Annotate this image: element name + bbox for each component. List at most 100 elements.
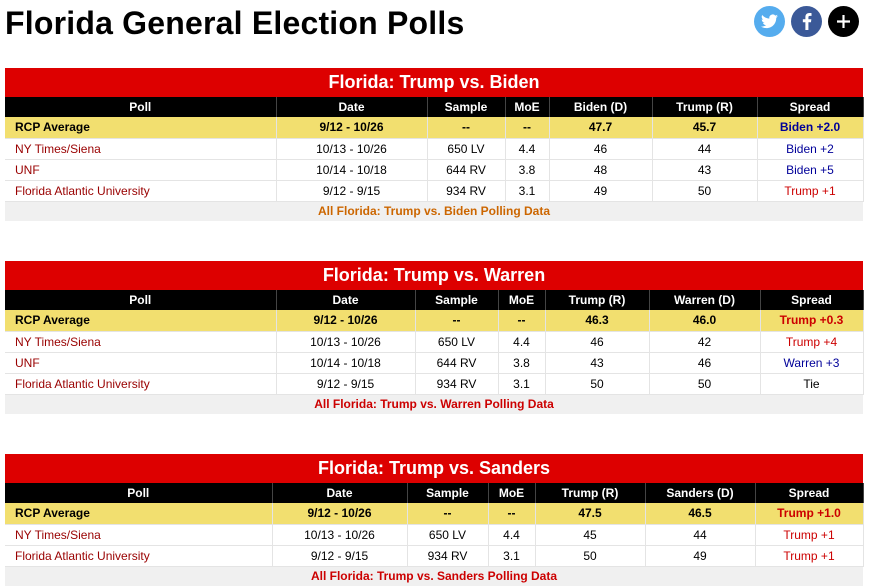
table-row: Florida Atlantic University 9/12 - 9/15 … — [5, 545, 864, 567]
facebook-share-button[interactable] — [791, 6, 822, 37]
poll-name-link[interactable]: NY Times/Siena — [5, 331, 277, 353]
poll-spread: Trump +4 — [760, 331, 864, 353]
table-row: NY Times/Siena 10/13 - 10/26 650 LV 4.4 … — [5, 138, 864, 160]
table-row: Florida Atlantic University 9/12 - 9/15 … — [5, 373, 864, 395]
col-candidate-a[interactable]: Trump (R) — [535, 483, 646, 503]
poll-name-link[interactable]: NY Times/Siena — [5, 524, 273, 546]
poll-value-a: 46.3 — [545, 310, 650, 332]
poll-spread: Biden +5 — [757, 159, 864, 181]
header-row: Poll Date Sample MoE Biden (D) Trump (R)… — [5, 97, 864, 117]
poll-sample: 650 LV — [407, 524, 489, 546]
poll-value-b: 42 — [649, 331, 761, 353]
table-row: Florida Atlantic University 9/12 - 9/15 … — [5, 180, 864, 202]
poll-value-a: 50 — [535, 545, 646, 567]
plus-icon — [837, 15, 850, 28]
facebook-icon — [802, 13, 812, 30]
poll-name-link[interactable]: Florida Atlantic University — [5, 545, 273, 567]
poll-moe: 3.8 — [505, 159, 550, 181]
poll-moe: 3.1 — [505, 180, 550, 202]
poll-spread: Biden +2 — [757, 138, 864, 160]
poll-name[interactable]: RCP Average — [5, 503, 273, 525]
poll-value-b: 50 — [652, 180, 758, 202]
poll-name-link[interactable]: Florida Atlantic University — [5, 180, 277, 202]
col-date[interactable]: Date — [276, 290, 416, 310]
col-candidate-b[interactable]: Sanders (D) — [645, 483, 756, 503]
social-share-bar — [754, 6, 859, 37]
poll-moe: 4.4 — [505, 138, 550, 160]
poll-value-a: 43 — [545, 352, 650, 374]
poll-date: 9/12 - 9/15 — [272, 545, 408, 567]
poll-sample: 934 RV — [415, 373, 499, 395]
poll-value-a: 46 — [545, 331, 650, 353]
col-candidate-b[interactable]: Trump (R) — [652, 97, 758, 117]
rcp-average-row: RCP Average 9/12 - 10/26 -- -- 46.3 46.0… — [5, 310, 864, 332]
header-row: Poll Date Sample MoE Trump (R) Sanders (… — [5, 483, 864, 503]
rcp-average-row: RCP Average 9/12 - 10/26 -- -- 47.7 45.7… — [5, 117, 864, 139]
poll-value-b: 45.7 — [652, 117, 758, 139]
poll-table-trump-warren: Florida: Trump vs. Warren Poll Date Samp… — [5, 261, 864, 414]
poll-date: 10/13 - 10/26 — [272, 524, 408, 546]
col-candidate-a[interactable]: Trump (R) — [545, 290, 650, 310]
all-polling-data-link[interactable]: All Florida: Trump vs. Biden Polling Dat… — [5, 201, 863, 221]
col-sample[interactable]: Sample — [407, 483, 489, 503]
col-sample[interactable]: Sample — [427, 97, 506, 117]
table-row: NY Times/Siena 10/13 - 10/26 650 LV 4.4 … — [5, 331, 864, 353]
col-candidate-b[interactable]: Warren (D) — [649, 290, 761, 310]
col-date[interactable]: Date — [276, 97, 428, 117]
col-poll[interactable]: Poll — [5, 290, 277, 310]
poll-value-a: 46 — [549, 138, 653, 160]
poll-value-b: 46 — [649, 352, 761, 374]
poll-moe: 4.4 — [488, 524, 536, 546]
table-title: Florida: Trump vs. Warren — [5, 261, 863, 290]
col-spread[interactable]: Spread — [755, 483, 864, 503]
col-poll[interactable]: Poll — [5, 483, 273, 503]
poll-moe: -- — [498, 310, 546, 332]
poll-name-link[interactable]: NY Times/Siena — [5, 138, 277, 160]
poll-sample: 934 RV — [427, 180, 506, 202]
poll-name-link[interactable]: UNF — [5, 352, 277, 374]
poll-spread: Trump +1 — [755, 524, 864, 546]
table-row: UNF 10/14 - 10/18 644 RV 3.8 48 43 Biden… — [5, 159, 864, 181]
col-candidate-a[interactable]: Biden (D) — [549, 97, 653, 117]
poll-spread: Trump +1 — [755, 545, 864, 567]
poll-value-b: 44 — [645, 524, 756, 546]
col-spread[interactable]: Spread — [757, 97, 864, 117]
col-spread[interactable]: Spread — [760, 290, 864, 310]
more-share-button[interactable] — [828, 6, 859, 37]
poll-date: 10/14 - 10/18 — [276, 159, 428, 181]
poll-value-b: 44 — [652, 138, 758, 160]
all-polling-data-link[interactable]: All Florida: Trump vs. Warren Polling Da… — [5, 394, 863, 414]
poll-date: 10/14 - 10/18 — [276, 352, 416, 374]
poll-name-link[interactable]: UNF — [5, 159, 277, 181]
poll-moe: -- — [488, 503, 536, 525]
table-row: UNF 10/14 - 10/18 644 RV 3.8 43 46 Warre… — [5, 352, 864, 374]
table-title: Florida: Trump vs. Sanders — [5, 454, 863, 483]
poll-value-a: 49 — [549, 180, 653, 202]
poll-name[interactable]: RCP Average — [5, 310, 277, 332]
table-row: NY Times/Siena 10/13 - 10/26 650 LV 4.4 … — [5, 524, 864, 546]
poll-sample: -- — [407, 503, 489, 525]
twitter-share-button[interactable] — [754, 6, 785, 37]
poll-date: 9/12 - 10/26 — [272, 503, 408, 525]
poll-date: 9/12 - 9/15 — [276, 373, 416, 395]
poll-value-a: 47.5 — [535, 503, 646, 525]
table-title: Florida: Trump vs. Biden — [5, 68, 863, 97]
col-sample[interactable]: Sample — [415, 290, 499, 310]
poll-sample: 644 RV — [415, 352, 499, 374]
poll-date: 9/12 - 10/26 — [276, 310, 416, 332]
poll-sample: -- — [427, 117, 506, 139]
col-poll[interactable]: Poll — [5, 97, 277, 117]
poll-sample: 650 LV — [427, 138, 506, 160]
col-moe[interactable]: MoE — [498, 290, 546, 310]
poll-name[interactable]: RCP Average — [5, 117, 277, 139]
poll-date: 9/12 - 10/26 — [276, 117, 428, 139]
poll-value-b: 43 — [652, 159, 758, 181]
poll-moe: 3.1 — [488, 545, 536, 567]
poll-table: Poll Date Sample MoE Trump (R) Warren (D… — [5, 290, 864, 395]
col-moe[interactable]: MoE — [488, 483, 536, 503]
all-polling-data-link[interactable]: All Florida: Trump vs. Sanders Polling D… — [5, 566, 863, 586]
poll-name-link[interactable]: Florida Atlantic University — [5, 373, 277, 395]
poll-spread: Tie — [760, 373, 864, 395]
col-date[interactable]: Date — [272, 483, 408, 503]
col-moe[interactable]: MoE — [505, 97, 550, 117]
